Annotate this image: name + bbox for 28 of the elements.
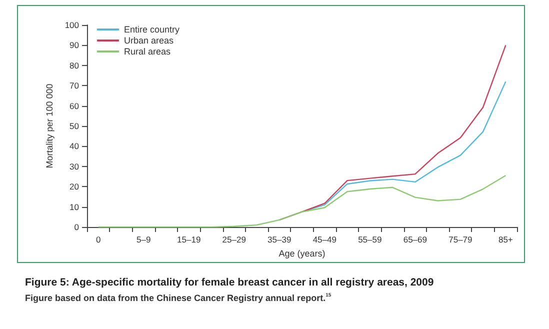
x-tick-label: 35–39 — [268, 234, 292, 244]
x-tick-label: 65–69 — [403, 234, 428, 244]
x-axis-title: Age (years) — [278, 248, 326, 258]
x-tick-label: 0 — [96, 234, 101, 244]
legend-label: Urban areas — [124, 36, 174, 46]
y-tick-label: 50 — [70, 121, 80, 131]
line-series — [98, 174, 506, 228]
y-tick-label: 0 — [74, 222, 80, 232]
y-axis-title: Mortality per 100 000 — [44, 84, 54, 168]
y-tick-label: 100 — [64, 20, 80, 30]
legend-label: Entire country — [124, 24, 180, 34]
y-tick-label: 80 — [70, 60, 80, 70]
text: Figure 5: Age-specific mortality for female breast cancer in all registry areas, 2009 — [25, 276, 434, 288]
y-tick-label: 30 — [70, 161, 80, 172]
x-tick-label: 85+ — [498, 234, 513, 244]
x-tick-label: 25–29 — [222, 234, 246, 244]
y-tick-label: 20 — [70, 182, 80, 192]
x-tick-label: 75–79 — [448, 234, 473, 244]
y-tick-label: 90 — [70, 40, 80, 50]
x-tick-label: 45–49 — [312, 234, 337, 244]
x-tick-label: 15–19 — [177, 234, 201, 244]
x-tick-label: 5–9 — [136, 234, 151, 244]
y-tick-label: 40 — [70, 141, 80, 152]
y-tick-label: 10 — [70, 202, 80, 212]
x-tick-label: 55–59 — [358, 234, 382, 244]
y-tick-label: 60 — [70, 100, 80, 111]
legend-label: Rural areas — [124, 46, 172, 56]
y-tick-label: 70 — [70, 80, 80, 91]
